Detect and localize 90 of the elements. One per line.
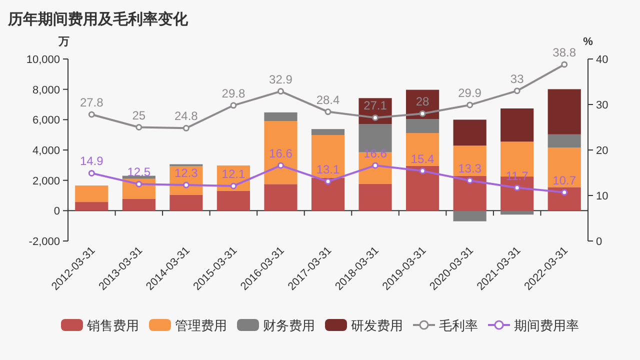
y-tick-label: 0 [54, 206, 60, 218]
bar [453, 210, 486, 222]
y-tick-label: 10,000 [26, 54, 60, 66]
legend-label: 管理费用 [175, 318, 227, 333]
point [230, 182, 237, 190]
data-label: 29.8 [222, 86, 246, 100]
point [182, 182, 190, 188]
data-label: 27.1 [364, 98, 388, 113]
y-tick-label: 4,000 [32, 145, 60, 157]
bar [311, 134, 345, 178]
data-label: 28 [416, 94, 430, 109]
bar [548, 187, 581, 211]
legend-label: 财务费用 [263, 318, 315, 333]
data-label: 25 [132, 108, 146, 122]
bar [406, 133, 440, 166]
data-label: 38.8 [552, 45, 576, 60]
point [419, 168, 426, 174]
bar [548, 148, 581, 188]
y2-tick-label: 30 [596, 100, 608, 112]
legend-label: 毛利率 [439, 318, 478, 333]
point [561, 61, 568, 68]
data-label: 32.9 [269, 72, 293, 86]
point [277, 88, 284, 95]
chart-title: 历年期间费用及毛利率变化 [7, 10, 189, 28]
data-label: 12.5 [127, 165, 151, 180]
bar [311, 129, 345, 135]
data-label: 11.7 [506, 168, 529, 183]
point [514, 88, 520, 94]
data-label: 13.1 [316, 162, 340, 176]
bar [548, 134, 581, 148]
legend-label: 销售费用 [86, 318, 139, 333]
bar [122, 176, 156, 179]
point [466, 102, 474, 108]
point [136, 124, 142, 130]
y-tick-label: 2,000 [32, 175, 60, 188]
bar [311, 178, 345, 211]
y2-tick-label: 20 [596, 145, 608, 157]
y-tick-label: 8,000 [32, 84, 60, 96]
y2-tick-label: 0 [596, 236, 602, 248]
point [88, 170, 95, 176]
y-axis-title: 万 [58, 36, 70, 48]
data-label: 33 [510, 72, 524, 86]
data-label: 12.3 [174, 166, 198, 180]
data-label: 29.9 [458, 86, 482, 100]
data-label: 13.3 [458, 161, 482, 176]
point [514, 184, 520, 192]
point [88, 111, 95, 118]
y2-tick-label: 40 [596, 54, 608, 66]
point [277, 162, 284, 169]
point [466, 177, 474, 184]
y2-axis-title: % [583, 36, 594, 48]
bar [122, 198, 156, 211]
point [419, 110, 426, 117]
point [372, 162, 379, 169]
bar [216, 190, 250, 211]
bar [264, 121, 298, 184]
bar [264, 112, 298, 122]
bar [500, 210, 534, 215]
legend-label: 期间费用率 [514, 318, 579, 333]
data-label: 28.4 [316, 92, 340, 107]
point [324, 178, 332, 185]
point [136, 180, 142, 188]
bar [453, 120, 486, 146]
bar [453, 176, 486, 211]
bar [453, 146, 486, 176]
data-label: 24.8 [174, 109, 198, 124]
y-tick-label: -2,000 [28, 236, 60, 248]
bar [358, 184, 392, 211]
bar [406, 166, 440, 211]
data-label: 27.8 [80, 96, 104, 110]
bar [548, 89, 581, 134]
bar [264, 184, 298, 211]
data-label: 10.7 [552, 173, 576, 188]
bar [75, 202, 108, 211]
data-label: 12.1 [222, 166, 246, 181]
point [561, 189, 568, 196]
point [324, 108, 332, 116]
point [182, 124, 190, 132]
y2-tick-label: 10 [596, 190, 608, 202]
data-label: 15.4 [410, 152, 435, 166]
bar [75, 185, 108, 202]
data-label: 16.6 [269, 146, 293, 160]
bar [170, 194, 203, 211]
y-tick-label: 6,000 [32, 114, 60, 127]
bar [406, 119, 440, 134]
point [372, 114, 379, 121]
legend-label: 研发费用 [351, 318, 403, 333]
bar [500, 108, 534, 142]
data-label: 14.9 [80, 154, 104, 168]
point [230, 102, 237, 109]
